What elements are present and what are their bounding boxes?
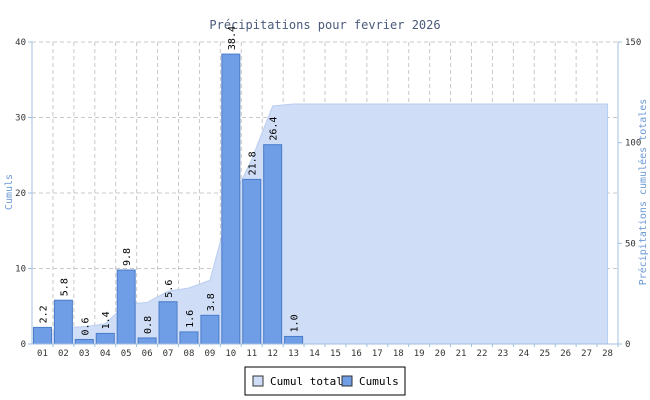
bar-value-label: 5.8: [59, 278, 70, 296]
axis-layer: 0 10 20 30 40 0 50 100 150 01 02 03 04 05 06 07 08 09 10 11…: [15, 38, 641, 359]
bar-value-label: 0.6: [80, 317, 91, 335]
daily-bar: [221, 53, 241, 345]
left-tick-label: 10: [15, 265, 26, 275]
daily-bar: [158, 301, 178, 345]
bar-value-label: 1.0: [290, 314, 301, 332]
x-tick-label: 05: [121, 349, 132, 359]
x-tick-label: 25: [539, 349, 550, 359]
bar-value-label: 38.4: [227, 26, 238, 50]
x-tick-label: 26: [560, 349, 571, 359]
daily-bar: [200, 314, 220, 345]
x-tick-label: 15: [330, 349, 341, 359]
legend: Cumul total Cumuls: [244, 366, 406, 396]
left-tick-label: 0: [21, 340, 26, 350]
bar-value-label: 26.4: [269, 117, 280, 141]
x-tick-label: 28: [602, 349, 613, 359]
x-tick-label: 12: [267, 349, 278, 359]
x-tick-label: 03: [79, 349, 90, 359]
legend-swatch-cumul-total: [252, 375, 264, 387]
bar-value-label: 1.6: [185, 310, 196, 328]
x-tick-label: 06: [142, 349, 153, 359]
daily-bar: [137, 337, 157, 345]
x-tick-label: 22: [477, 349, 488, 359]
x-tick-label: 27: [581, 349, 592, 359]
x-tick-label: 18: [393, 349, 404, 359]
x-tick-label: 21: [456, 349, 467, 359]
right-tick-label: 50: [625, 239, 636, 249]
bar-value-label: 1.4: [101, 311, 112, 329]
chart-title: Précipitations pour fevrier 2026: [209, 18, 440, 32]
legend-label-cumul-total: Cumul total: [270, 375, 343, 388]
x-tick-label: 07: [163, 349, 174, 359]
x-tick-label: 20: [435, 349, 446, 359]
bar-value-label: 0.8: [143, 316, 154, 334]
x-tick-label: 16: [351, 349, 362, 359]
bar-layer: [32, 53, 304, 345]
x-tick-label: 14: [309, 349, 320, 359]
left-axis-label: Cumuls: [4, 174, 15, 210]
x-tick-label: 13: [288, 349, 299, 359]
legend-label-cumuls: Cumuls: [359, 375, 399, 388]
daily-bar: [284, 335, 304, 345]
x-tick-label: 17: [372, 349, 383, 359]
x-tick-label: 09: [204, 349, 215, 359]
daily-bar: [263, 144, 283, 345]
x-tick-label: 04: [100, 349, 111, 359]
daily-bar: [74, 338, 94, 345]
x-tick-label: 11: [246, 349, 257, 359]
right-tick-label: 100: [625, 139, 641, 149]
right-tick-label: 0: [625, 340, 630, 350]
bar-value-label: 21.8: [248, 151, 259, 175]
x-tick-label: 24: [518, 349, 529, 359]
legend-box: [244, 366, 406, 396]
bar-value-label: 2.2: [38, 305, 49, 323]
bar-value-label: 5.6: [164, 280, 175, 298]
left-tick-label: 20: [15, 189, 26, 199]
bar-label-layer: 2.2 5.8 0.6 1.4 9.8 0.8 5.6 1.6 3.8 38.4 21.8 26.4 1…: [38, 26, 300, 335]
daily-bar: [242, 178, 262, 345]
daily-bar: [32, 326, 52, 345]
left-tick-label: 30: [15, 114, 26, 124]
bar-value-label: 3.8: [206, 293, 217, 311]
bar-value-label: 9.8: [122, 248, 133, 266]
left-tick-label: 40: [15, 38, 26, 48]
daily-bar: [53, 299, 73, 345]
daily-bar: [95, 332, 115, 345]
x-tick-label: 01: [37, 349, 48, 359]
x-tick-label: 10: [225, 349, 236, 359]
x-tick-label: 02: [58, 349, 69, 359]
right-tick-label: 150: [625, 38, 641, 48]
legend-swatch-cumuls: [341, 375, 353, 387]
daily-bar: [116, 269, 136, 345]
x-tick-label: 08: [184, 349, 195, 359]
x-tick-label: 23: [497, 349, 508, 359]
right-axis-label: Précipitations cumulées totales: [637, 99, 649, 286]
x-tick-label: 19: [414, 349, 425, 359]
daily-bar: [179, 331, 199, 345]
